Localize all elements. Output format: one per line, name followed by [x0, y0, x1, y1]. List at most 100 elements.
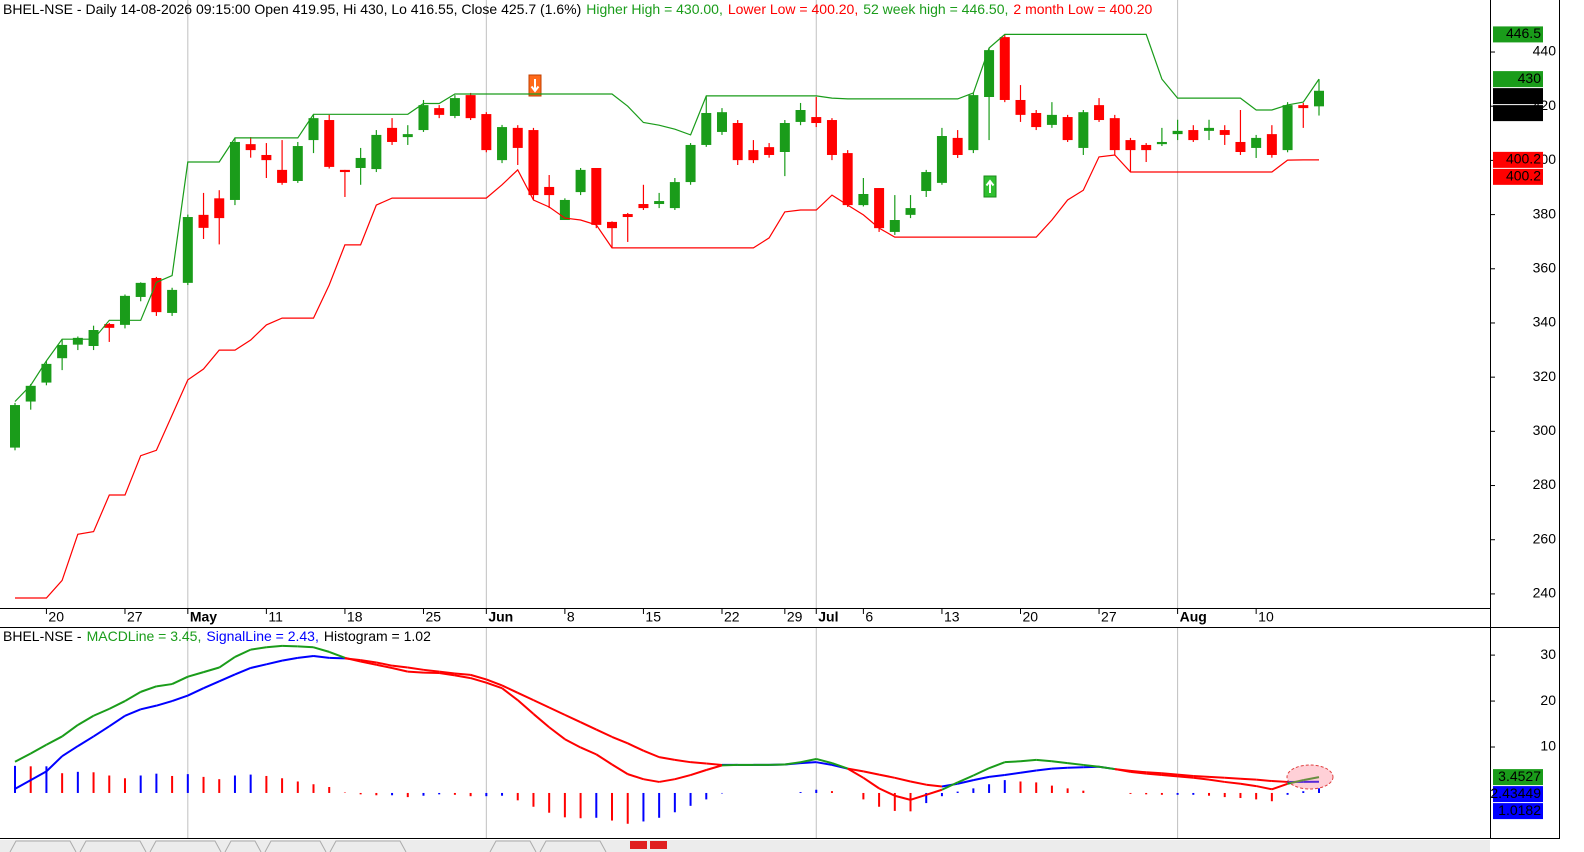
candle-body — [685, 144, 696, 183]
candle-body — [968, 95, 979, 151]
signal-line — [926, 783, 943, 788]
macd-line — [1208, 778, 1225, 783]
signal-line — [1051, 766, 1068, 770]
signal-line — [690, 761, 707, 765]
candle-body — [387, 127, 398, 142]
value-box — [1493, 151, 1543, 168]
candle-body — [1235, 141, 1246, 152]
signal-line — [611, 735, 629, 745]
macd-line — [1067, 762, 1084, 766]
candle-body — [497, 127, 508, 161]
candle-body — [465, 95, 476, 119]
candle-body — [481, 114, 492, 151]
signal-line — [140, 704, 157, 711]
candle-body — [119, 295, 130, 325]
signal-line — [894, 776, 911, 783]
macd-line — [501, 687, 519, 701]
macd-line — [218, 656, 236, 669]
signal-line — [1271, 780, 1288, 783]
candle-body — [355, 157, 366, 168]
macd-line — [171, 675, 189, 685]
x-tick-label: 20 — [48, 609, 64, 625]
macd-line — [45, 735, 63, 746]
candle-body — [41, 363, 52, 383]
candle-body — [402, 134, 413, 138]
candle-body — [135, 282, 146, 297]
candle-body — [575, 169, 586, 193]
signal-line — [1256, 778, 1272, 783]
signal-line — [14, 779, 32, 790]
signal-line — [580, 721, 597, 731]
signal-line — [878, 773, 896, 779]
candle-body — [952, 137, 963, 155]
candle-body — [182, 217, 193, 283]
macd-line — [140, 685, 157, 693]
candle-body — [449, 98, 460, 116]
candle-body — [261, 154, 272, 161]
title-part: BHEL-NSE - Daily 14-08-2026 09:15:00 Ope… — [3, 1, 581, 17]
macd-line — [203, 666, 220, 674]
macd-line — [862, 776, 880, 790]
macd-line — [30, 743, 47, 755]
x-tick-label: 18 — [347, 609, 363, 625]
signal-line — [863, 770, 880, 776]
candle-body — [1251, 137, 1262, 148]
x-tick-label: 11 — [268, 609, 283, 625]
signal-line — [816, 761, 833, 766]
macd-line — [705, 764, 723, 771]
signal-line — [957, 779, 974, 785]
value-box-label: 400.2 — [1506, 151, 1541, 167]
signal-line — [187, 687, 204, 697]
macd-line — [1161, 774, 1178, 778]
signal-line — [533, 699, 550, 709]
candle-body — [1015, 99, 1026, 115]
candle-body — [591, 167, 602, 225]
signal-line — [203, 680, 220, 690]
candle-body — [1314, 90, 1324, 107]
candle-body — [607, 221, 618, 229]
value-box — [1493, 88, 1543, 105]
macd-line — [643, 778, 660, 783]
candle-body — [245, 144, 256, 151]
macd-line — [77, 714, 95, 726]
candle-body — [936, 136, 947, 183]
candle-body — [229, 141, 240, 200]
x-tick-label: 6 — [865, 609, 873, 625]
signal-line — [156, 700, 173, 707]
macd-line — [1303, 776, 1320, 782]
candle-body — [434, 108, 445, 115]
candle-body — [1078, 112, 1089, 148]
macd-line — [485, 681, 503, 690]
candle-body — [921, 172, 932, 192]
signal-line — [77, 735, 95, 747]
y-tick-label: 20 — [1540, 692, 1556, 708]
y-tick-label: 10 — [1540, 738, 1556, 754]
macd-line — [1224, 780, 1241, 785]
macd-line — [1287, 779, 1304, 785]
signal-line — [454, 672, 471, 676]
candle-body — [732, 123, 743, 161]
macd-line — [831, 762, 849, 770]
macd-line — [690, 769, 707, 776]
value-box — [1493, 71, 1543, 88]
y-tick-label: 260 — [1533, 530, 1557, 546]
macd-line — [847, 767, 864, 779]
macd-line — [1114, 768, 1131, 773]
x-tick-label: 15 — [645, 609, 661, 625]
value-box-label: 1.0182 — [1498, 802, 1541, 818]
value-box-label: 425.7 — [1506, 104, 1541, 120]
x-tick-label: 27 — [1101, 609, 1117, 625]
macd-line — [1177, 775, 1194, 779]
signal-line — [564, 713, 582, 724]
macd-line — [328, 650, 346, 659]
macd-line — [1083, 763, 1100, 768]
signal-line — [1240, 777, 1257, 781]
macd-line — [1146, 772, 1162, 777]
value-box-label: 446.5 — [1506, 25, 1541, 41]
macd-line — [658, 778, 676, 783]
macd-line — [313, 646, 330, 653]
macd-line — [234, 648, 252, 658]
signal-line — [1036, 767, 1053, 772]
candle-body — [1219, 130, 1230, 135]
